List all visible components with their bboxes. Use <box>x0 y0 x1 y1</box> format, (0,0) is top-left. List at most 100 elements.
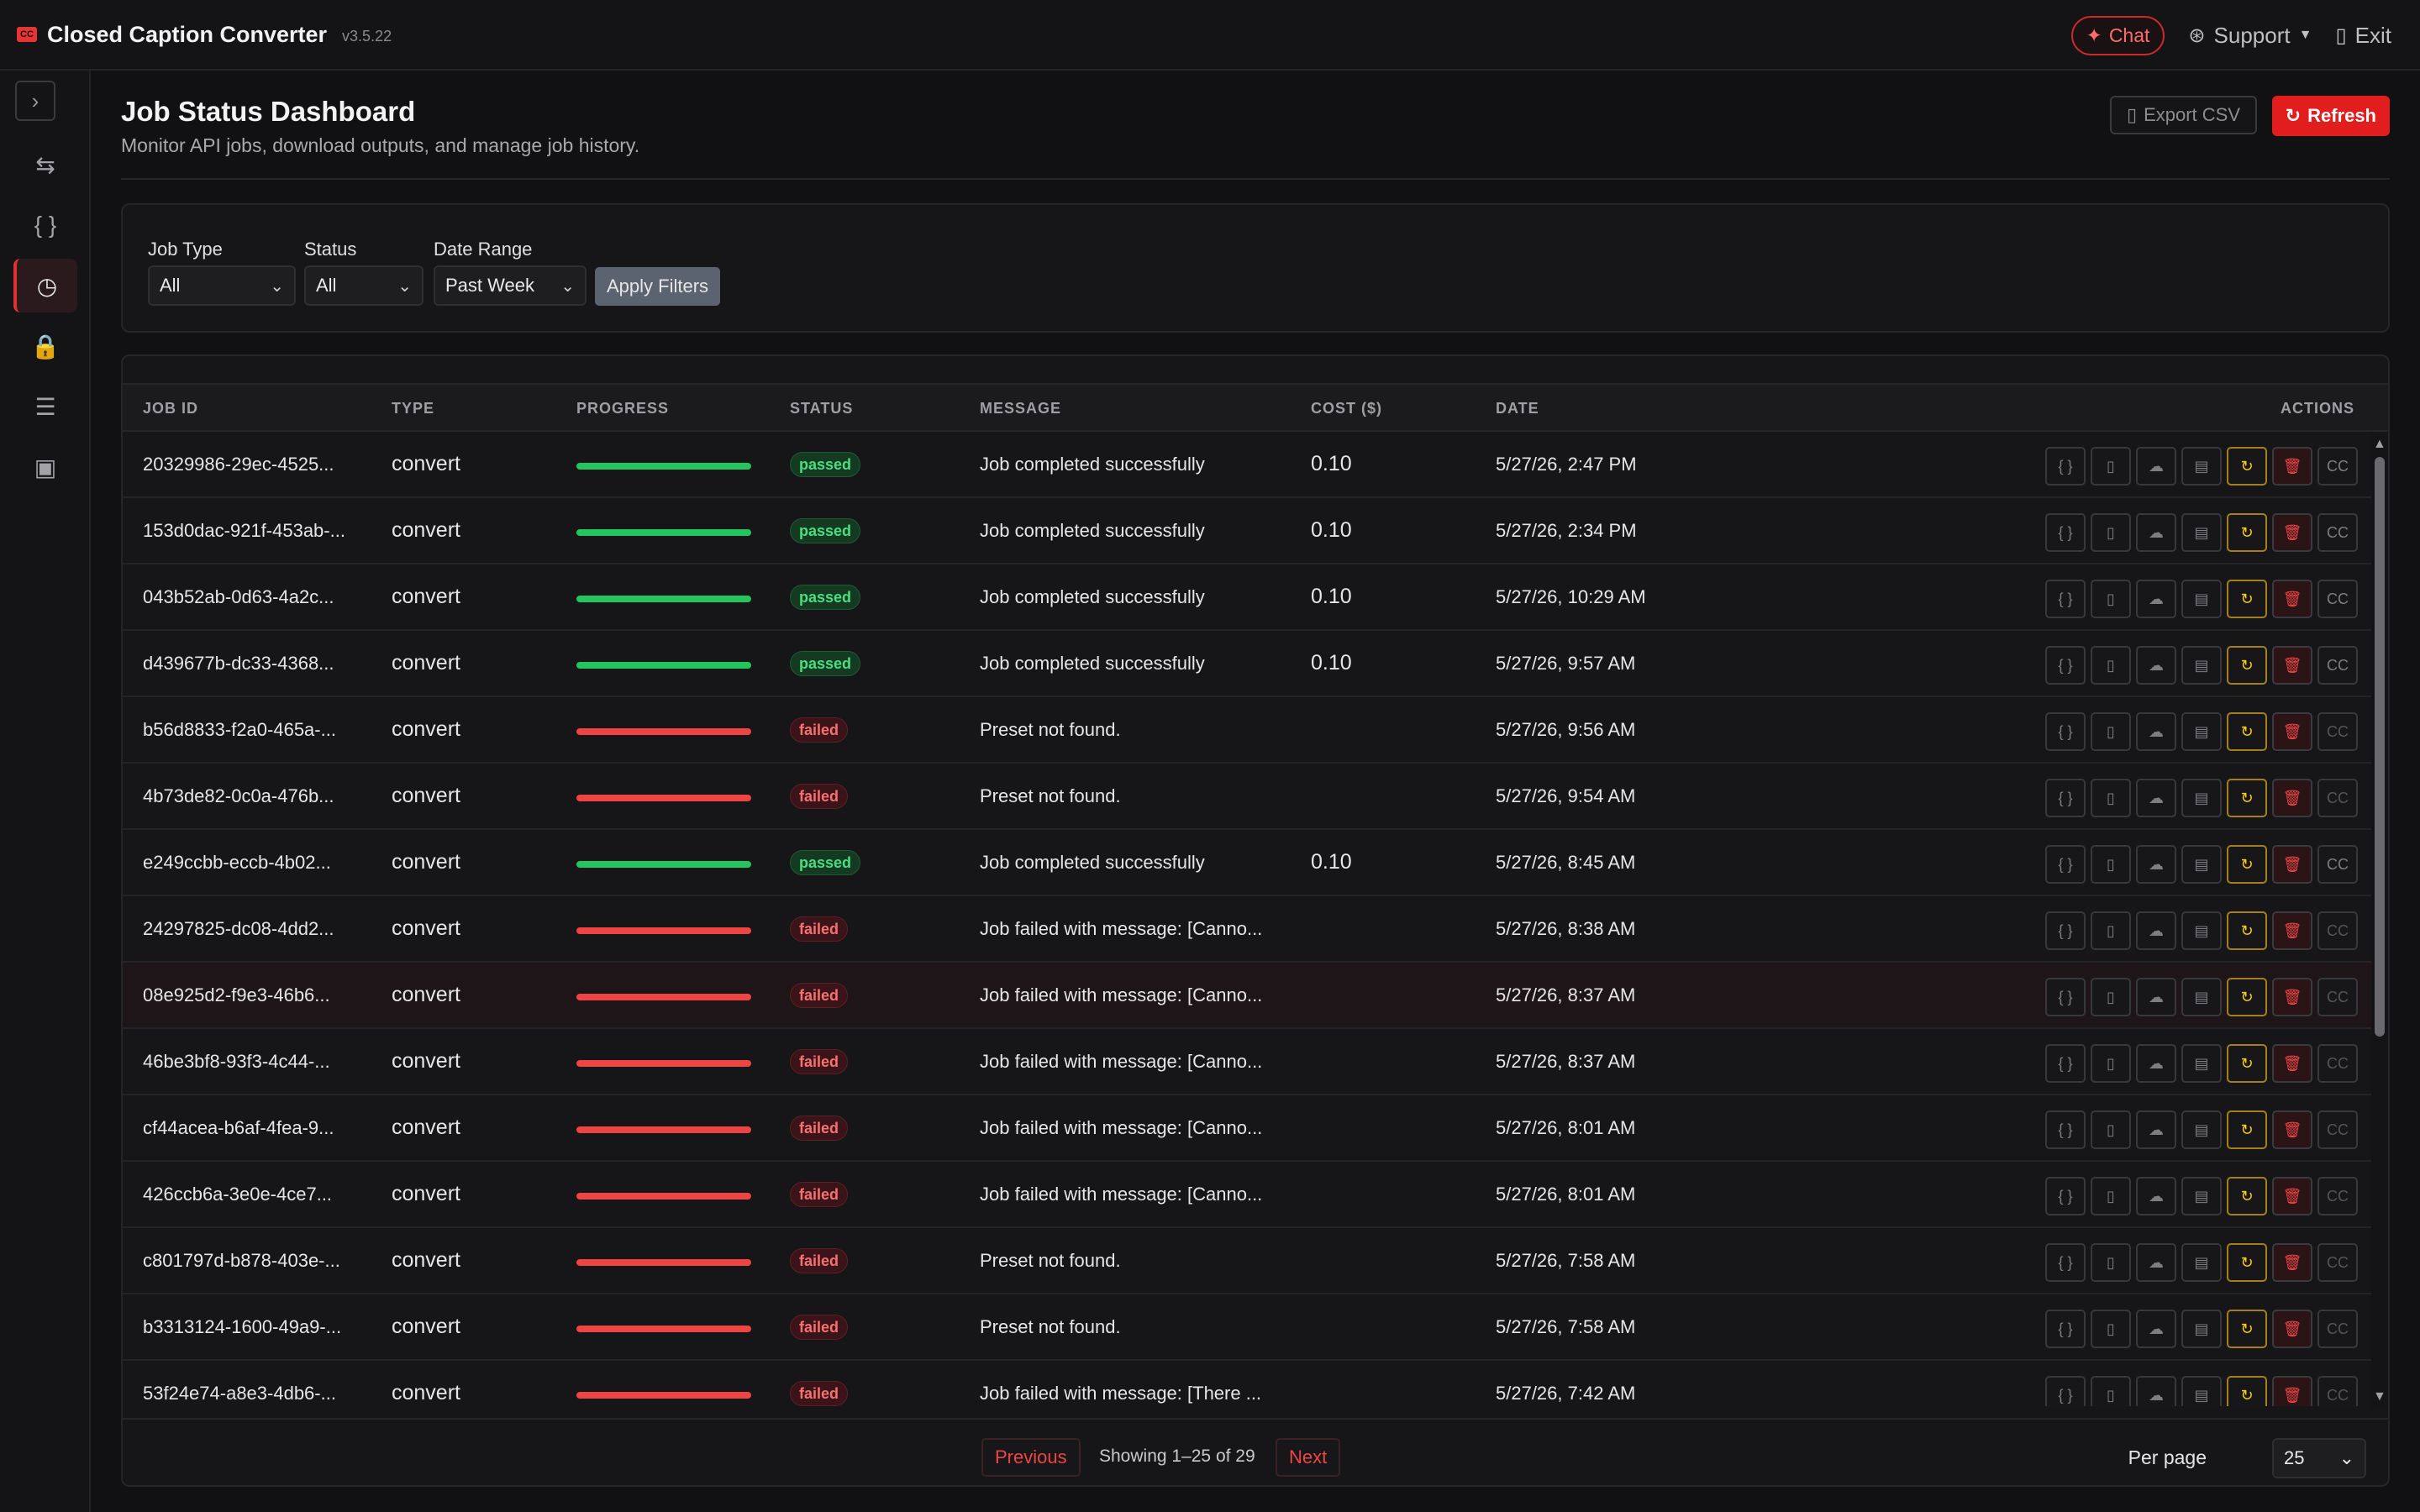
file-action-button[interactable]: ▯ <box>2091 1376 2131 1406</box>
code-file-action-button[interactable]: ▤ <box>2181 447 2222 486</box>
cloud-download-action-button[interactable]: ☁ <box>2136 978 2176 1016</box>
table-scrollbar[interactable]: ▲ ▼ <box>2371 433 2388 1408</box>
caption-action-button[interactable]: CC <box>2317 845 2358 884</box>
header-type[interactable]: TYPE <box>392 400 435 417</box>
export-csv-button[interactable]: ▯ Export CSV <box>2109 96 2257 134</box>
caption-action-button[interactable]: CC <box>2317 978 2358 1016</box>
braces-action-button[interactable]: { } <box>2045 580 2086 618</box>
retry-action-button[interactable]: ↻ <box>2227 646 2267 685</box>
code-file-action-button[interactable]: ▤ <box>2181 845 2222 884</box>
caption-action-button[interactable]: CC <box>2317 646 2358 685</box>
job-id[interactable]: 08e925d2-f9e3-46b6... <box>143 984 330 1005</box>
caption-action-button[interactable]: CC <box>2317 447 2358 486</box>
previous-button[interactable]: Previous <box>981 1438 1081 1477</box>
trash-action-button[interactable]: 🗑 <box>2272 1310 2312 1348</box>
caption-action-button[interactable]: CC <box>2317 1044 2358 1083</box>
braces-action-button[interactable]: { } <box>2045 447 2086 486</box>
sidebar-item-swap[interactable]: ⇆ <box>13 138 77 192</box>
file-action-button[interactable]: ▯ <box>2091 580 2131 618</box>
caption-action-button[interactable]: CC <box>2317 712 2358 751</box>
sidebar-item-braces[interactable]: { } <box>13 198 77 252</box>
braces-action-button[interactable]: { } <box>2045 779 2086 817</box>
caption-action-button[interactable]: CC <box>2317 1376 2358 1406</box>
file-action-button[interactable]: ▯ <box>2091 779 2131 817</box>
caption-action-button[interactable]: CC <box>2317 580 2358 618</box>
retry-action-button[interactable]: ↻ <box>2227 712 2267 751</box>
braces-action-button[interactable]: { } <box>2045 712 2086 751</box>
header-date[interactable]: DATE <box>1496 400 1539 417</box>
support-menu[interactable]: ⊛ Support ▼ <box>2188 23 2312 49</box>
cloud-download-action-button[interactable]: ☁ <box>2136 779 2176 817</box>
caption-action-button[interactable]: CC <box>2317 513 2358 552</box>
cloud-download-action-button[interactable]: ☁ <box>2136 447 2176 486</box>
code-file-action-button[interactable]: ▤ <box>2181 1177 2222 1215</box>
retry-action-button[interactable]: ↻ <box>2227 1044 2267 1083</box>
retry-action-button[interactable]: ↻ <box>2227 1243 2267 1282</box>
retry-action-button[interactable]: ↻ <box>2227 1376 2267 1406</box>
code-file-action-button[interactable]: ▤ <box>2181 1310 2222 1348</box>
file-action-button[interactable]: ▯ <box>2091 447 2131 486</box>
file-action-button[interactable]: ▯ <box>2091 978 2131 1016</box>
job-id[interactable]: c801797d-b878-403e-... <box>143 1250 340 1271</box>
retry-action-button[interactable]: ↻ <box>2227 911 2267 950</box>
trash-action-button[interactable]: 🗑 <box>2272 513 2312 552</box>
job-id[interactable]: 20329986-29ec-4525... <box>143 454 334 475</box>
cloud-download-action-button[interactable]: ☁ <box>2136 1376 2176 1406</box>
cloud-download-action-button[interactable]: ☁ <box>2136 1110 2176 1149</box>
cloud-download-action-button[interactable]: ☁ <box>2136 580 2176 618</box>
next-button[interactable]: Next <box>1276 1438 1341 1477</box>
per-page-select[interactable]: 25 ⌄ <box>2272 1438 2366 1478</box>
trash-action-button[interactable]: 🗑 <box>2272 580 2312 618</box>
trash-action-button[interactable]: 🗑 <box>2272 447 2312 486</box>
code-file-action-button[interactable]: ▤ <box>2181 712 2222 751</box>
cloud-download-action-button[interactable]: ☁ <box>2136 911 2176 950</box>
cloud-download-action-button[interactable]: ☁ <box>2136 1177 2176 1215</box>
cloud-download-action-button[interactable]: ☁ <box>2136 1243 2176 1282</box>
braces-action-button[interactable]: { } <box>2045 845 2086 884</box>
sidebar-toggle-button[interactable]: › <box>15 81 55 121</box>
retry-action-button[interactable]: ↻ <box>2227 447 2267 486</box>
file-action-button[interactable]: ▯ <box>2091 513 2131 552</box>
scroll-thumb[interactable] <box>2375 457 2385 1037</box>
job-id[interactable]: d439677b-dc33-4368... <box>143 653 334 674</box>
code-file-action-button[interactable]: ▤ <box>2181 646 2222 685</box>
code-file-action-button[interactable]: ▤ <box>2181 513 2222 552</box>
caption-action-button[interactable]: CC <box>2317 1310 2358 1348</box>
file-action-button[interactable]: ▯ <box>2091 845 2131 884</box>
cloud-download-action-button[interactable]: ☁ <box>2136 513 2176 552</box>
braces-action-button[interactable]: { } <box>2045 911 2086 950</box>
cloud-download-action-button[interactable]: ☁ <box>2136 1310 2176 1348</box>
code-file-action-button[interactable]: ▤ <box>2181 1376 2222 1406</box>
job-id[interactable]: b3313124-1600-49a9-... <box>143 1316 342 1337</box>
retry-action-button[interactable]: ↻ <box>2227 845 2267 884</box>
trash-action-button[interactable]: 🗑 <box>2272 646 2312 685</box>
sidebar-item-lock[interactable]: 🔒 <box>13 319 77 373</box>
header-status[interactable]: STATUS <box>790 400 854 417</box>
cloud-download-action-button[interactable]: ☁ <box>2136 646 2176 685</box>
caption-action-button[interactable]: CC <box>2317 1177 2358 1215</box>
braces-action-button[interactable]: { } <box>2045 1243 2086 1282</box>
file-action-button[interactable]: ▯ <box>2091 646 2131 685</box>
code-file-action-button[interactable]: ▤ <box>2181 1243 2222 1282</box>
file-action-button[interactable]: ▯ <box>2091 911 2131 950</box>
braces-action-button[interactable]: { } <box>2045 513 2086 552</box>
retry-action-button[interactable]: ↻ <box>2227 580 2267 618</box>
braces-action-button[interactable]: { } <box>2045 978 2086 1016</box>
sidebar-item-clock[interactable]: ◷ <box>13 259 77 312</box>
code-file-action-button[interactable]: ▤ <box>2181 1044 2222 1083</box>
retry-action-button[interactable]: ↻ <box>2227 1177 2267 1215</box>
scroll-down-icon[interactable]: ▼ <box>2373 1389 2386 1404</box>
braces-action-button[interactable]: { } <box>2045 1044 2086 1083</box>
code-file-action-button[interactable]: ▤ <box>2181 779 2222 817</box>
job-id[interactable]: 46be3bf8-93f3-4c44-... <box>143 1051 330 1072</box>
trash-action-button[interactable]: 🗑 <box>2272 1110 2312 1149</box>
braces-action-button[interactable]: { } <box>2045 646 2086 685</box>
file-action-button[interactable]: ▯ <box>2091 1110 2131 1149</box>
sidebar-item-contact[interactable]: ▣ <box>13 440 77 494</box>
header-cost[interactable]: COST ($) <box>1311 400 1383 417</box>
retry-action-button[interactable]: ↻ <box>2227 1310 2267 1348</box>
trash-action-button[interactable]: 🗑 <box>2272 911 2312 950</box>
code-file-action-button[interactable]: ▤ <box>2181 580 2222 618</box>
trash-action-button[interactable]: 🗑 <box>2272 1243 2312 1282</box>
caption-action-button[interactable]: CC <box>2317 1110 2358 1149</box>
